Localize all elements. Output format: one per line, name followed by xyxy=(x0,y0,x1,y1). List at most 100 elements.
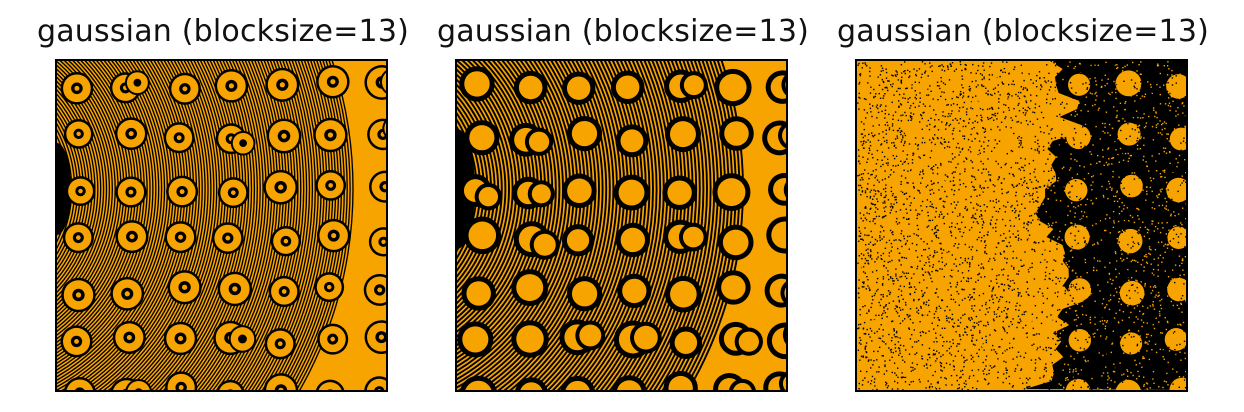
solid-dot xyxy=(780,281,786,305)
ring-dot xyxy=(264,328,296,360)
ring-pattern xyxy=(57,61,354,390)
ring-dot xyxy=(124,70,150,96)
ring-dot xyxy=(314,272,345,302)
solid-dot xyxy=(511,269,549,307)
ring-dot xyxy=(62,222,94,254)
solid-dot xyxy=(664,116,701,153)
speckle-dot xyxy=(1166,177,1186,203)
speckle-dot xyxy=(1068,73,1091,96)
ring-dot xyxy=(217,271,253,307)
solid-dot xyxy=(461,276,496,311)
speckle-dot xyxy=(1064,224,1090,250)
solid-dot xyxy=(782,325,786,344)
solid-dot xyxy=(611,375,647,390)
solid-dot xyxy=(524,127,554,156)
ring-dot xyxy=(61,277,96,313)
ring-dot xyxy=(363,273,386,306)
solid-dot xyxy=(766,322,786,360)
ring-dot xyxy=(369,170,386,203)
solid-dot xyxy=(513,70,548,105)
panel-2-title: gaussian (blocksize=13) xyxy=(436,14,810,49)
ring-dot xyxy=(214,69,249,103)
panel-1-image xyxy=(55,59,388,392)
ring-dot xyxy=(367,118,386,151)
ring-dot xyxy=(63,119,94,149)
solid-dot xyxy=(714,68,752,107)
speckle-dot xyxy=(1118,228,1143,254)
ring-dot xyxy=(263,169,299,205)
ring-dot xyxy=(265,67,300,102)
solid-dot xyxy=(719,116,754,151)
ring-dot xyxy=(364,376,386,390)
ring-dot xyxy=(263,373,299,390)
speckle-noise xyxy=(857,61,1186,390)
ring-dot xyxy=(168,72,201,105)
ring-dot xyxy=(313,117,348,153)
speckle-dot xyxy=(1169,377,1186,390)
ring-dot xyxy=(60,325,93,358)
ring-dot xyxy=(268,275,300,308)
solid-dot xyxy=(630,321,662,354)
ring-dot xyxy=(115,176,147,208)
solid-dot xyxy=(734,327,763,356)
speckle-dot xyxy=(1120,174,1143,198)
solid-dot xyxy=(474,182,503,211)
panel-3-svg xyxy=(857,61,1186,390)
ring-dot xyxy=(317,323,349,355)
speckle-dot xyxy=(1068,329,1092,352)
dark-region xyxy=(1025,61,1186,390)
solid-dot xyxy=(560,375,595,390)
solid-dot xyxy=(663,370,698,390)
speckle-dot xyxy=(1167,277,1186,302)
ring-dot xyxy=(163,122,195,154)
solid-dot xyxy=(717,224,754,261)
ring-dot xyxy=(110,276,145,311)
solid-dot xyxy=(768,172,786,206)
solid-dot xyxy=(457,321,494,358)
ring-dot xyxy=(165,371,198,390)
solid-dot xyxy=(679,71,708,100)
solid-dot xyxy=(511,320,549,358)
panel-3-image xyxy=(855,59,1188,392)
solid-dot xyxy=(615,124,649,158)
solid-dot xyxy=(566,115,603,152)
ring-dot xyxy=(316,64,350,99)
left-edge-blob xyxy=(57,143,71,235)
ring-dot xyxy=(266,118,302,154)
solid-dot xyxy=(575,320,606,351)
solid-dot xyxy=(716,270,751,305)
ring-dot xyxy=(368,227,386,257)
ring-dot xyxy=(64,377,96,390)
panel-1-title: gaussian (blocksize=13) xyxy=(36,14,410,49)
solid-dot xyxy=(778,122,786,149)
solid-dot xyxy=(459,66,495,102)
solid-dot xyxy=(712,173,751,212)
solid-dot xyxy=(781,74,786,96)
solid-dot xyxy=(561,71,596,105)
ring-dot xyxy=(382,119,386,138)
solid-dot xyxy=(527,180,555,208)
speckle-dot xyxy=(1066,124,1091,150)
ring-dot xyxy=(166,175,199,208)
panel-2-svg xyxy=(457,61,786,390)
ring-dot xyxy=(211,222,244,254)
solid-dot xyxy=(783,182,786,198)
solid-dot xyxy=(615,222,651,258)
solid-dot xyxy=(561,224,595,257)
solid-dot xyxy=(778,371,786,390)
ring-dot xyxy=(164,221,197,254)
ring-dot xyxy=(230,130,256,156)
solid-dot xyxy=(669,326,703,359)
speckle-dot xyxy=(1167,226,1186,249)
ring-dot xyxy=(216,379,245,390)
solid-dot xyxy=(463,216,502,255)
ring-dot xyxy=(316,218,351,253)
solid-dot xyxy=(662,175,697,210)
ring-dot xyxy=(364,320,386,354)
ring-dot xyxy=(112,320,146,354)
solid-dot xyxy=(562,173,597,209)
solid-dot xyxy=(766,216,786,254)
ring-dot xyxy=(114,117,148,150)
ring-dot xyxy=(163,321,198,356)
speckle-dot xyxy=(1117,122,1141,146)
